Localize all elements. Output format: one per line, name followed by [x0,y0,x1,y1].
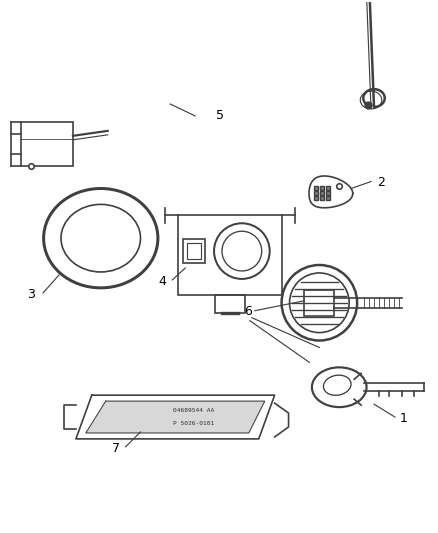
Text: 3: 3 [27,288,35,301]
Text: 04689544 AA: 04689544 AA [173,408,214,413]
Text: 2: 2 [377,175,385,189]
Polygon shape [309,176,353,208]
Polygon shape [86,401,265,433]
FancyBboxPatch shape [304,290,334,316]
Text: 4: 4 [159,275,166,288]
Text: 5: 5 [216,109,224,122]
Text: 7: 7 [112,442,120,455]
Text: P 5026-0101: P 5026-0101 [173,421,214,425]
Text: 6: 6 [244,305,252,318]
Polygon shape [76,395,275,439]
Text: 1: 1 [400,412,408,425]
